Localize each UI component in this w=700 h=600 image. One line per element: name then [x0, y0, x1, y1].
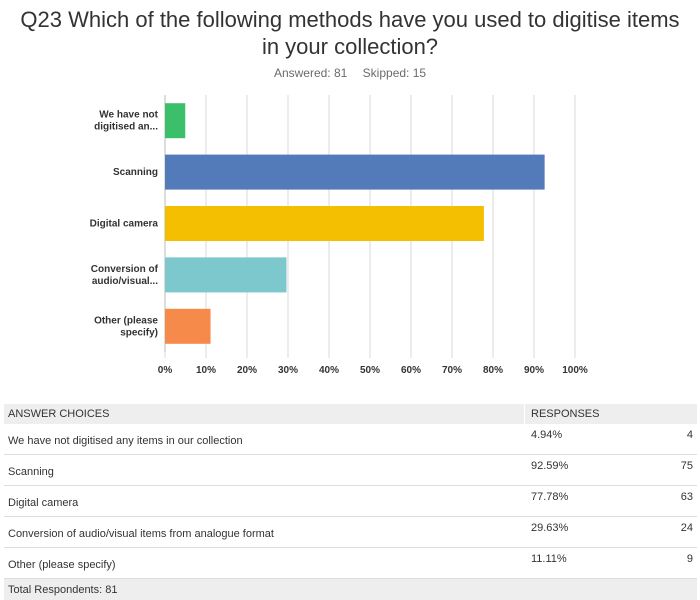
- row-choice: Conversion of audio/visual items from an…: [4, 517, 525, 548]
- x-tick-label: 50%: [360, 365, 380, 376]
- bar: [165, 257, 286, 292]
- bar: [165, 103, 185, 138]
- total-respondents: Total Respondents: 81: [4, 579, 697, 600]
- question-title: Q23 Which of the following methods have …: [10, 6, 690, 60]
- row-choice: Other (please specify): [4, 548, 525, 579]
- bar: [165, 206, 484, 241]
- row-count: 75: [645, 455, 697, 486]
- row-count: 4: [645, 424, 697, 455]
- x-tick-label: 60%: [401, 365, 421, 376]
- bar: [165, 155, 545, 190]
- category-label: Digital camera: [90, 219, 159, 230]
- row-count: 63: [645, 486, 697, 517]
- table-row: We have not digitised any items in our c…: [4, 424, 697, 455]
- header-responses: RESPONSES: [525, 404, 698, 424]
- x-tick-label: 20%: [237, 365, 257, 376]
- category-label: Other (please: [94, 315, 158, 326]
- skipped-count: Skipped: 15: [363, 66, 426, 80]
- row-choice: Digital camera: [4, 486, 525, 517]
- x-tick-label: 30%: [278, 365, 298, 376]
- x-tick-label: 70%: [442, 365, 462, 376]
- row-choice: Scanning: [4, 455, 525, 486]
- table-row: Other (please specify) 11.11% 9: [4, 548, 697, 579]
- bar-chart: 0% 10% 20% 30% 40% 50% 60% 70% 80% 90% 100% We have…: [0, 90, 700, 390]
- row-percent: 77.78%: [525, 486, 646, 517]
- row-percent: 29.63%: [525, 517, 646, 548]
- row-percent: 92.59%: [525, 455, 646, 486]
- row-percent: 11.11%: [525, 548, 646, 579]
- x-tick-label: 90%: [524, 365, 544, 376]
- category-label: Conversion of: [91, 264, 159, 275]
- row-choice: We have not digitised any items in our c…: [4, 424, 525, 455]
- row-count: 24: [645, 517, 697, 548]
- row-percent: 4.94%: [525, 424, 646, 455]
- x-tick-label: 40%: [319, 365, 339, 376]
- table-header-row: ANSWER CHOICES RESPONSES: [4, 404, 697, 424]
- table-row: Digital camera 77.78% 63: [4, 486, 697, 517]
- table-row: Conversion of audio/visual items from an…: [4, 517, 697, 548]
- answered-count: Answered: 81: [274, 66, 347, 80]
- category-label: specify): [120, 327, 158, 338]
- category-label: digitised an...: [94, 122, 158, 133]
- x-tick-label: 100%: [562, 365, 588, 376]
- bar: [165, 309, 211, 344]
- x-tick-label: 80%: [483, 365, 503, 376]
- x-tick-label: 10%: [196, 365, 216, 376]
- table-row: Scanning 92.59% 75: [4, 455, 697, 486]
- x-tick-label: 0%: [158, 365, 173, 376]
- category-label: We have not: [99, 110, 158, 121]
- row-count: 9: [645, 548, 697, 579]
- category-label: Scanning: [113, 167, 158, 178]
- category-label: audio/visual...: [92, 276, 158, 287]
- response-summary: Answered: 81 Skipped: 15: [0, 66, 700, 80]
- header-answer-choices: ANSWER CHOICES: [4, 404, 525, 424]
- total-row: Total Respondents: 81: [4, 579, 697, 600]
